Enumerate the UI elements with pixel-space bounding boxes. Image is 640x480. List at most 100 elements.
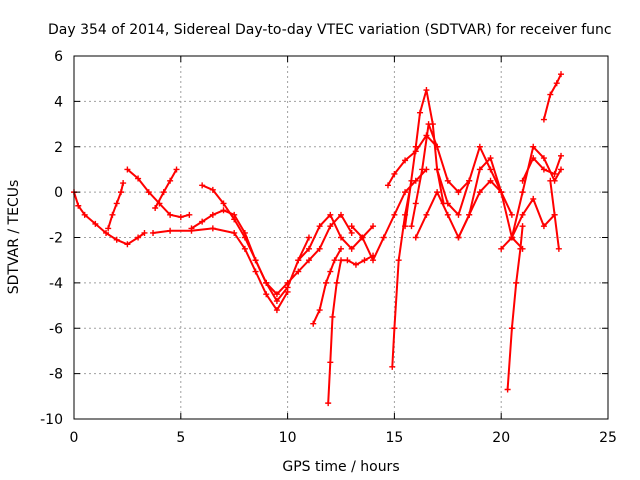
- series-arc-13: [389, 177, 415, 370]
- data-point: [423, 211, 430, 218]
- data-series: [71, 71, 565, 407]
- data-point: [498, 245, 505, 252]
- data-point: [402, 223, 409, 230]
- y-axis-label: SDTVAR / TECUs: [6, 180, 22, 295]
- series-arc-16: [412, 177, 505, 241]
- series-line: [521, 154, 562, 182]
- series-arc-12: [384, 132, 441, 189]
- data-point: [466, 177, 473, 184]
- data-point: [186, 211, 193, 218]
- data-point: [558, 71, 565, 78]
- data-point: [444, 200, 451, 207]
- data-point: [359, 234, 366, 241]
- data-point: [395, 257, 402, 264]
- series-line: [387, 134, 439, 187]
- data-point: [141, 229, 148, 236]
- data-point: [519, 177, 526, 184]
- data-point: [150, 229, 157, 236]
- data-point: [551, 170, 558, 177]
- data-point: [333, 279, 340, 286]
- y-tick-label: -4: [49, 276, 63, 292]
- data-point: [231, 229, 238, 236]
- data-point: [551, 211, 558, 218]
- data-point: [412, 143, 419, 150]
- data-point: [402, 157, 409, 164]
- data-point: [305, 245, 312, 252]
- data-point: [517, 245, 524, 252]
- series-line: [312, 247, 342, 325]
- data-point: [327, 268, 334, 275]
- data-point: [455, 189, 462, 196]
- data-point: [487, 155, 494, 162]
- series-line: [500, 197, 556, 250]
- data-point: [508, 211, 515, 218]
- series-arc-15: [408, 121, 473, 230]
- series-arc-23: [540, 71, 565, 123]
- data-point: [295, 268, 302, 275]
- data-point: [263, 279, 270, 286]
- data-point: [310, 320, 317, 327]
- data-point: [220, 200, 227, 207]
- data-point: [199, 218, 206, 225]
- y-tick-label: -2: [49, 231, 63, 247]
- data-point: [284, 279, 291, 286]
- y-tick-label: 0: [54, 185, 63, 201]
- series-line: [152, 227, 289, 312]
- data-point: [498, 189, 505, 196]
- series-arc-22: [519, 152, 565, 184]
- data-point: [513, 279, 520, 286]
- data-point: [530, 155, 537, 162]
- y-tick-label: 6: [54, 49, 63, 65]
- data-point: [81, 211, 88, 218]
- data-point: [327, 223, 334, 230]
- series-arc-24: [547, 177, 562, 252]
- series-line: [73, 191, 146, 246]
- data-point: [434, 143, 441, 150]
- series-line: [297, 213, 374, 262]
- y-tick-label: -8: [49, 367, 63, 383]
- data-point: [553, 80, 560, 87]
- data-point: [113, 236, 120, 243]
- data-point: [455, 234, 462, 241]
- data-point: [323, 279, 330, 286]
- data-point: [316, 245, 323, 252]
- data-point: [434, 166, 441, 173]
- data-point: [105, 225, 112, 232]
- data-point: [273, 291, 280, 298]
- series-line: [327, 254, 374, 405]
- x-tick-label: 10: [279, 430, 297, 446]
- y-tick-label: 2: [54, 140, 63, 156]
- data-point: [508, 325, 515, 332]
- data-point: [160, 189, 167, 196]
- data-point: [370, 223, 377, 230]
- data-point: [348, 223, 355, 230]
- data-point: [487, 177, 494, 184]
- data-point: [338, 234, 344, 241]
- data-point: [417, 109, 424, 116]
- data-point: [476, 189, 483, 196]
- data-point: [199, 182, 206, 189]
- series-arc-19: [504, 223, 526, 393]
- data-point: [75, 202, 82, 209]
- data-point: [329, 313, 336, 320]
- data-point: [327, 211, 334, 218]
- series-arc-6: [199, 182, 312, 305]
- data-point: [173, 166, 180, 173]
- series-line: [201, 184, 310, 302]
- data-point: [434, 189, 441, 196]
- data-point: [547, 177, 554, 184]
- series-arc-20: [508, 143, 565, 241]
- data-point: [120, 180, 127, 187]
- data-point: [316, 223, 323, 230]
- data-point: [338, 245, 344, 252]
- data-point: [188, 225, 195, 232]
- y-tick-label: -10: [40, 412, 63, 428]
- data-point: [273, 298, 280, 305]
- series-line: [350, 168, 428, 262]
- series-arc-11: [348, 166, 430, 264]
- series-arc-2: [105, 180, 127, 232]
- data-point: [455, 211, 462, 218]
- series-line: [510, 145, 562, 239]
- data-point: [327, 359, 334, 366]
- data-point: [145, 189, 152, 196]
